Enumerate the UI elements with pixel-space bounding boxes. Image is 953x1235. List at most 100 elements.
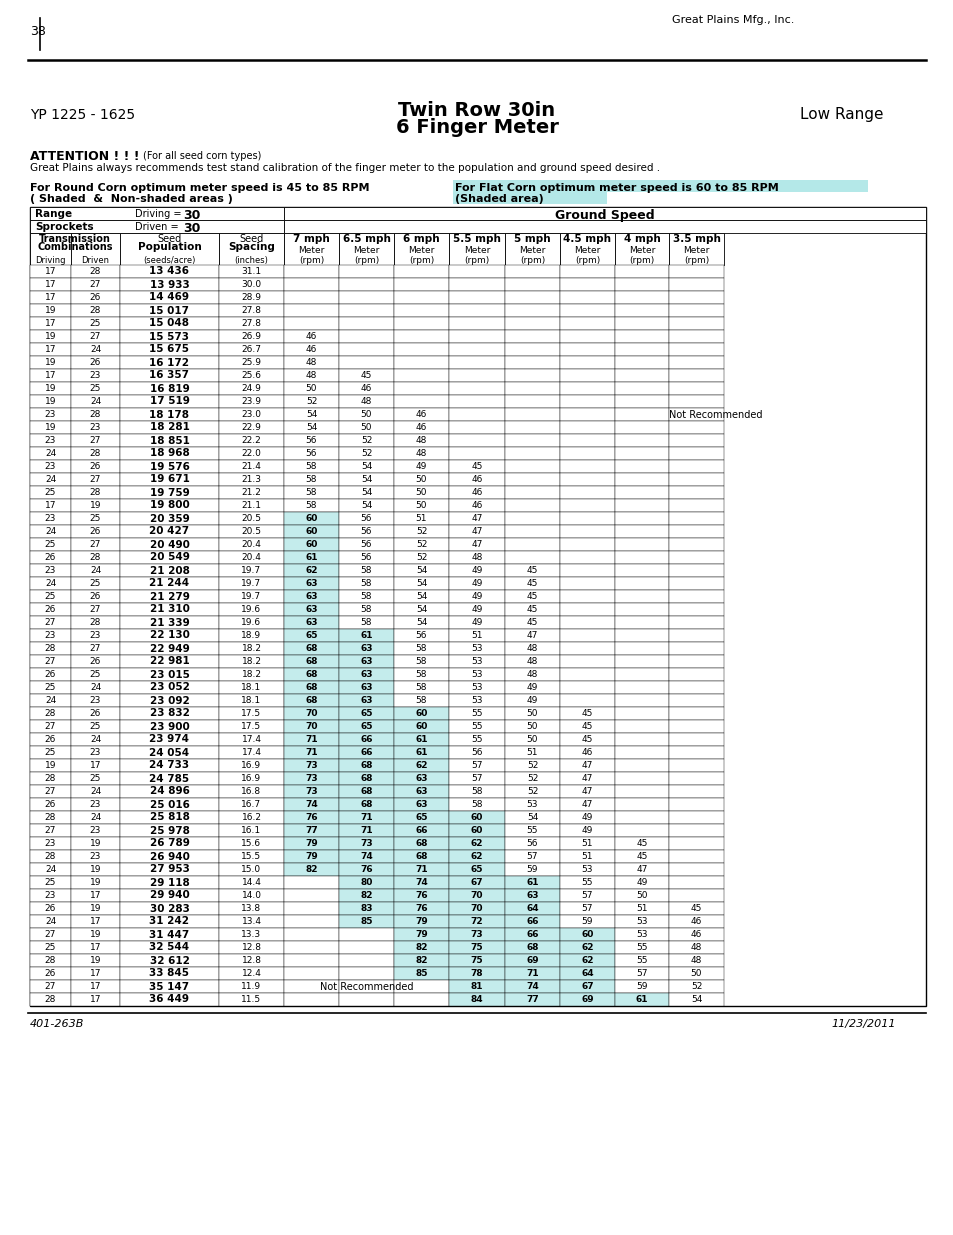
Text: 20.4: 20.4 bbox=[241, 540, 261, 550]
Bar bbox=[71, 590, 120, 603]
Text: 26: 26 bbox=[90, 358, 101, 367]
Text: (rpm): (rpm) bbox=[298, 256, 324, 266]
Bar bbox=[338, 993, 394, 1007]
Bar bbox=[219, 746, 284, 760]
Text: 26.7: 26.7 bbox=[241, 345, 261, 354]
Bar bbox=[219, 760, 284, 772]
Text: 38: 38 bbox=[30, 25, 46, 38]
Text: 52: 52 bbox=[526, 787, 537, 797]
Text: 23: 23 bbox=[90, 852, 101, 861]
Bar bbox=[284, 317, 338, 330]
Text: 63: 63 bbox=[305, 592, 317, 601]
Text: 71: 71 bbox=[360, 813, 373, 823]
Bar bbox=[219, 629, 284, 642]
Text: 35 147: 35 147 bbox=[150, 982, 190, 992]
Bar bbox=[71, 233, 120, 266]
Bar bbox=[394, 837, 449, 850]
Bar bbox=[30, 551, 71, 564]
Bar bbox=[668, 408, 723, 421]
Bar bbox=[30, 734, 71, 746]
Text: 52: 52 bbox=[360, 450, 372, 458]
Text: 73: 73 bbox=[470, 930, 483, 939]
Bar bbox=[615, 760, 668, 772]
Text: 49: 49 bbox=[471, 618, 482, 627]
Bar bbox=[30, 772, 71, 785]
Text: 51: 51 bbox=[636, 904, 647, 913]
Bar bbox=[284, 850, 338, 863]
Bar bbox=[284, 876, 338, 889]
Bar bbox=[338, 915, 394, 927]
Text: Driven =: Driven = bbox=[135, 222, 178, 232]
Bar bbox=[120, 513, 219, 525]
Text: 36 449: 36 449 bbox=[150, 994, 190, 1004]
Bar bbox=[668, 395, 723, 408]
Text: 71: 71 bbox=[360, 826, 373, 835]
Bar bbox=[30, 266, 71, 278]
Text: 17: 17 bbox=[90, 944, 101, 952]
Text: 25: 25 bbox=[90, 384, 101, 393]
Bar bbox=[30, 694, 71, 706]
Bar bbox=[668, 837, 723, 850]
Text: 24: 24 bbox=[90, 813, 101, 823]
Text: 63: 63 bbox=[415, 787, 427, 797]
Text: 52: 52 bbox=[306, 396, 316, 406]
Bar bbox=[449, 408, 504, 421]
Bar bbox=[30, 680, 71, 694]
Text: 49: 49 bbox=[526, 697, 537, 705]
Bar bbox=[668, 915, 723, 927]
Text: 18 968: 18 968 bbox=[150, 448, 190, 458]
Text: 53: 53 bbox=[471, 683, 482, 692]
Bar bbox=[449, 734, 504, 746]
Bar bbox=[338, 564, 394, 577]
Bar bbox=[394, 499, 449, 513]
Bar bbox=[668, 706, 723, 720]
Bar bbox=[615, 382, 668, 395]
Bar bbox=[120, 499, 219, 513]
Bar bbox=[449, 629, 504, 642]
Text: (Shaded area): (Shaded area) bbox=[455, 194, 543, 204]
Bar bbox=[449, 421, 504, 433]
Text: 73: 73 bbox=[360, 839, 373, 848]
Text: 68: 68 bbox=[305, 697, 317, 705]
Bar bbox=[504, 915, 559, 927]
Bar bbox=[559, 395, 615, 408]
Bar bbox=[284, 680, 338, 694]
Text: 15 017: 15 017 bbox=[150, 305, 190, 315]
Bar bbox=[668, 459, 723, 473]
Text: 32 544: 32 544 bbox=[150, 942, 190, 952]
Bar bbox=[504, 343, 559, 356]
Bar bbox=[30, 876, 71, 889]
Text: 58: 58 bbox=[471, 787, 482, 797]
Text: 17: 17 bbox=[45, 319, 56, 329]
Bar bbox=[449, 760, 504, 772]
Text: 48: 48 bbox=[526, 643, 537, 653]
Bar bbox=[71, 850, 120, 863]
Text: 23: 23 bbox=[45, 436, 56, 445]
Bar bbox=[668, 785, 723, 798]
Bar bbox=[338, 967, 394, 981]
Bar bbox=[504, 369, 559, 382]
Text: 21 208: 21 208 bbox=[150, 566, 190, 576]
Text: 66: 66 bbox=[360, 735, 373, 743]
Text: 46: 46 bbox=[471, 488, 482, 496]
Bar bbox=[284, 291, 338, 304]
Bar bbox=[71, 694, 120, 706]
Bar bbox=[71, 760, 120, 772]
Bar bbox=[71, 889, 120, 902]
Bar bbox=[615, 927, 668, 941]
Text: 63: 63 bbox=[415, 800, 427, 809]
Bar bbox=[559, 981, 615, 993]
Text: 50: 50 bbox=[305, 384, 317, 393]
Text: 24 054: 24 054 bbox=[150, 747, 190, 757]
Bar bbox=[284, 473, 338, 487]
Bar bbox=[338, 863, 394, 876]
Text: 56: 56 bbox=[526, 839, 537, 848]
Bar bbox=[668, 629, 723, 642]
Bar bbox=[394, 941, 449, 953]
Bar bbox=[394, 330, 449, 343]
Bar bbox=[284, 233, 338, 266]
Text: 26: 26 bbox=[45, 605, 56, 614]
Bar bbox=[615, 343, 668, 356]
Bar bbox=[120, 927, 219, 941]
Bar bbox=[219, 953, 284, 967]
